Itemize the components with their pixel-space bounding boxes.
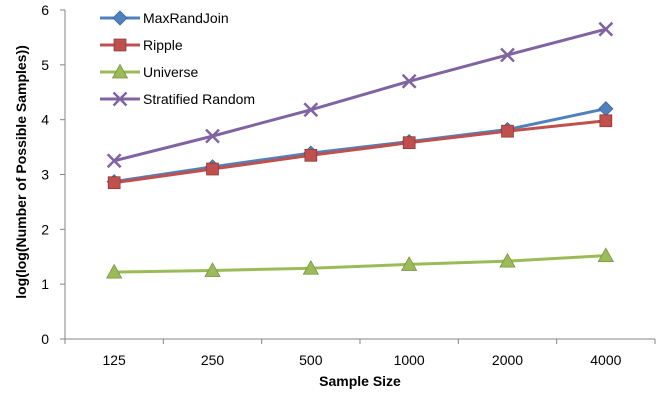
data-point-stratified-random [303, 102, 319, 118]
legend-item-ripple: Ripple [100, 37, 183, 53]
legend-label: Stratified Random [143, 91, 255, 107]
y-tick-labels: 0 1 2 3 4 5 6 [41, 2, 49, 347]
data-point-maxrandjoin [598, 101, 614, 117]
data-point-universe [302, 259, 320, 275]
x-tick-label: 250 [201, 352, 225, 368]
series-line-universe [114, 254, 606, 274]
data-point-universe [499, 252, 516, 268]
legend-label: Universe [143, 64, 198, 80]
data-point-stratified-random [205, 128, 220, 144]
data-point-universe [400, 256, 418, 271]
x-tick-label: 4000 [590, 352, 621, 368]
y-tick-label: 6 [41, 2, 49, 18]
data-point-ripple [304, 148, 318, 162]
series-line-maxrandjoin [113, 107, 607, 184]
series-maxrandjoin [106, 101, 614, 190]
x-tick-label: 2000 [492, 352, 523, 368]
y-tick-label: 0 [41, 331, 49, 347]
legend-label: MaxRandJoin [143, 10, 229, 26]
series-ripple [107, 114, 613, 190]
data-point-stratified-random [598, 21, 614, 37]
legend-label: Ripple [143, 37, 183, 53]
data-point-stratified-random [106, 153, 122, 169]
legend-item-universe: Universe [100, 63, 198, 80]
data-point-universe [105, 263, 123, 279]
legend: MaxRandJoin Ripple Universe Stratified Rand… [100, 10, 255, 107]
data-point-stratified-random [401, 73, 417, 89]
data-point-ripple [501, 124, 514, 138]
series-line-ripple [113, 119, 606, 185]
data-point-ripple [599, 114, 613, 128]
series-lines [105, 21, 615, 279]
series-universe [105, 247, 615, 279]
data-point-universe [597, 247, 615, 263]
data-point-ripple [107, 176, 121, 190]
x-tick-labels: 125 250 500 1000 2000 4000 [102, 352, 621, 368]
x-tick-label: 1000 [394, 352, 425, 368]
y-tick-label: 1 [41, 276, 49, 292]
legend-marker-ripple [113, 38, 127, 52]
y-axis-title: log(log(Number of Possible Samples)) [13, 45, 29, 299]
legend-marker-stratified-random [112, 91, 128, 107]
data-point-stratified-random [500, 47, 515, 63]
data-point-ripple [402, 136, 416, 150]
y-tick-label: 2 [41, 221, 49, 237]
series-stratified-random [106, 21, 614, 169]
legend-item-maxrandjoin: MaxRandJoin [100, 10, 229, 26]
legend-marker-maxrandjoin [112, 10, 128, 26]
data-point-universe [204, 262, 221, 277]
data-point-ripple [206, 162, 219, 176]
y-tick-label: 5 [41, 57, 49, 73]
legend-item-stratified-random: Stratified Random [100, 91, 255, 107]
x-axis-title: Sample Size [319, 373, 401, 389]
axes [60, 9, 656, 344]
series-line-stratified-random [113, 27, 607, 163]
y-tick-label: 4 [41, 112, 49, 128]
legend-marker-universe [111, 63, 129, 79]
x-tick-label: 125 [102, 352, 126, 368]
y-tick-label: 3 [41, 167, 49, 183]
x-tick-label: 500 [299, 352, 323, 368]
